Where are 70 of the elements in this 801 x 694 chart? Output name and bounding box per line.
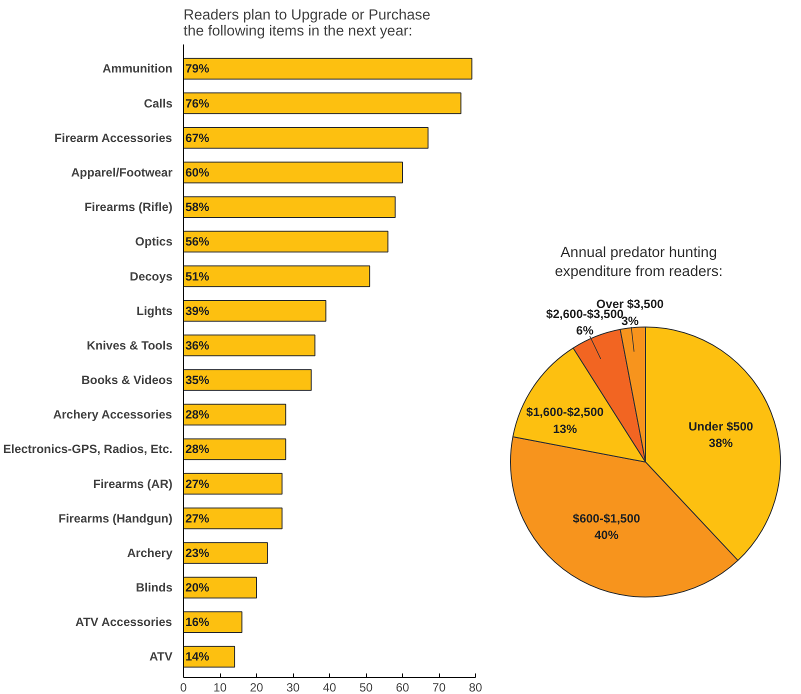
x-tick-label: 30: [286, 680, 300, 694]
y-tick-label: Blinds: [136, 580, 173, 595]
y-tick-label: Apparel/Footwear: [71, 165, 173, 180]
y-tick-label: Decoys: [130, 269, 173, 284]
data-label: 60%: [185, 165, 210, 180]
bar: [184, 334, 316, 356]
data-label: 27%: [185, 476, 210, 491]
y-tick-label: Electronics-GPS, Radios, Etc.: [3, 442, 173, 456]
x-tick-label: 40: [322, 680, 336, 694]
data-label: 16%: [185, 615, 210, 630]
data-label: 79%: [185, 62, 210, 76]
slice-label: Under $500: [688, 419, 754, 434]
data-label: 28%: [185, 442, 210, 456]
y-tick-label: Firearms (Rifle): [84, 200, 173, 214]
data-label: 67%: [185, 130, 210, 145]
slice-label: $600-$1,500: [572, 511, 640, 526]
data-label: 56%: [185, 234, 210, 249]
y-tick-label: Firearms (AR): [93, 476, 173, 491]
bar: [184, 196, 396, 218]
bar: [184, 369, 312, 391]
data-label: 35%: [185, 373, 210, 388]
bar: [184, 92, 462, 114]
x-tick-label: 10: [213, 680, 227, 694]
data-label: 39%: [185, 304, 210, 318]
data-label: 27%: [185, 511, 210, 526]
data-label: 6%: [576, 324, 594, 338]
bar: [184, 300, 326, 322]
bar: [184, 542, 268, 564]
data-label: 36%: [185, 338, 210, 352]
y-tick-label: ATV: [149, 650, 172, 664]
y-tick-label: Archery Accessories: [53, 408, 172, 422]
x-tick-label: 50: [359, 680, 373, 694]
y-tick-label: ATV Accessories: [75, 615, 172, 630]
y-tick-label: Optics: [135, 234, 173, 249]
chart-title: Readers plan to Upgrade or Purchase the following items in the next year:: [184, 8, 430, 40]
bar: [184, 404, 286, 426]
y-tick-label: Books & Videos: [81, 373, 173, 388]
x-tick-label: 80: [468, 680, 482, 694]
data-label: 40%: [594, 528, 619, 542]
y-tick-label: Archery: [127, 546, 173, 560]
bar: [184, 576, 257, 598]
x-tick-label: 60: [396, 680, 410, 694]
data-label: 23%: [185, 546, 210, 560]
y-tick-label: Ammunition: [102, 62, 173, 76]
data-label: 58%: [185, 200, 210, 214]
y-tick-label: Calls: [144, 96, 173, 110]
y-tick-label: Firearm Accessories: [54, 130, 172, 145]
bar: [184, 230, 388, 253]
bar: [184, 438, 286, 460]
bar: [184, 472, 283, 495]
data-label: 20%: [185, 580, 210, 595]
data-label: 13%: [553, 422, 578, 436]
data-label: 14%: [185, 650, 210, 664]
y-tick-label: Lights: [136, 304, 173, 318]
bar: [184, 162, 403, 184]
data-label: 76%: [185, 96, 210, 110]
data-label: 38%: [708, 436, 734, 450]
x-tick-label: 20: [250, 680, 264, 694]
bar: [184, 127, 429, 149]
x-tick-label: 70: [432, 680, 446, 694]
data-label: 28%: [185, 408, 210, 422]
bar: [184, 508, 283, 530]
y-tick-label: Firearms (Handgun): [58, 511, 173, 526]
x-tick-label: 0: [180, 680, 188, 694]
data-label: 51%: [185, 269, 210, 284]
bar: [184, 265, 370, 288]
bar: [184, 58, 472, 80]
slice-label: $1,600-$2,500: [526, 405, 604, 420]
y-tick-label: Knives & Tools: [86, 338, 173, 352]
chart-title: Annual predator hunting expenditure from readers:: [554, 244, 723, 280]
